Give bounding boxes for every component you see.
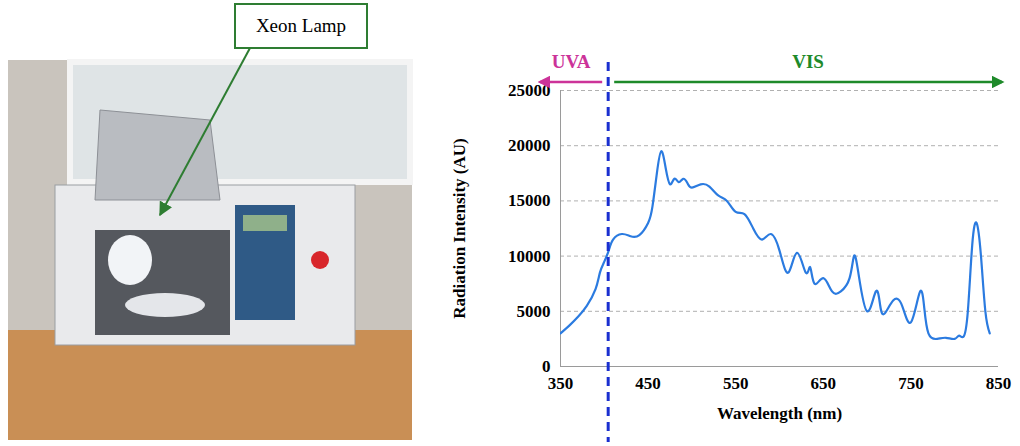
svg-text:10000: 10000 <box>508 247 551 266</box>
svg-text:750: 750 <box>898 374 924 393</box>
svg-text:15000: 15000 <box>508 191 551 210</box>
svg-text:650: 650 <box>811 374 837 393</box>
svg-text:25000: 25000 <box>508 81 551 100</box>
svg-text:Wavelength (nm): Wavelength (nm) <box>717 404 842 423</box>
svg-text:550: 550 <box>723 374 749 393</box>
svg-text:850: 850 <box>986 374 1012 393</box>
svg-text:20000: 20000 <box>508 136 551 155</box>
svg-text:VIS: VIS <box>792 51 824 72</box>
svg-text:Radiation Intensity (AU): Radiation Intensity (AU) <box>450 138 469 318</box>
svg-text:450: 450 <box>635 374 661 393</box>
svg-text:UVA: UVA <box>552 51 591 72</box>
svg-text:Xeon Lamp: Xeon Lamp <box>256 15 346 36</box>
svg-text:0: 0 <box>542 356 551 376</box>
svg-text:5000: 5000 <box>517 302 551 321</box>
svg-text:350: 350 <box>548 374 574 393</box>
